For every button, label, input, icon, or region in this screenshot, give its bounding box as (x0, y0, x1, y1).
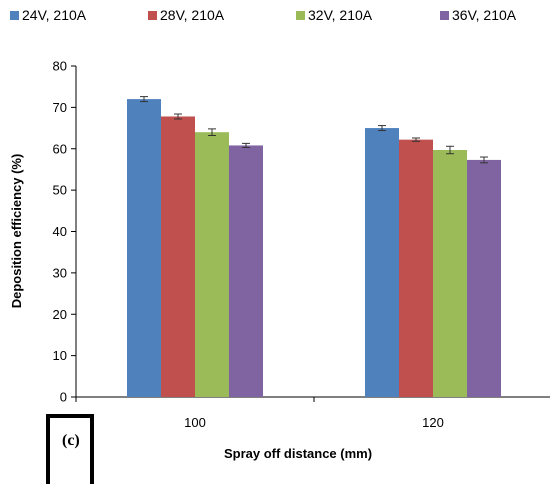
x-axis-title: Spray off distance (mm) (224, 446, 372, 461)
bars (127, 96, 501, 397)
legend-label: 32V, 210A (308, 7, 373, 23)
legend-swatch (148, 11, 157, 20)
bar-chart: 24V, 210A 28V, 210A 32V, 210A 36V, 210A 0 10… (9, 7, 550, 461)
bar (365, 128, 399, 397)
legend-swatch (296, 11, 305, 20)
bar (195, 132, 229, 397)
legend-swatch (10, 11, 19, 20)
bar (467, 159, 501, 397)
bar (161, 116, 195, 397)
bar (127, 99, 161, 397)
y-axis: 0 10 20 30 40 50 60 70 80 (53, 59, 77, 405)
y-axis-title: Deposition efficiency (%) (9, 154, 24, 309)
y-tick-label: 50 (53, 183, 67, 198)
y-tick-label: 10 (53, 348, 67, 363)
y-tick-label: 20 (53, 307, 67, 322)
panel-label: (c) (62, 432, 80, 449)
x-tick-label: 120 (422, 415, 444, 430)
panel-label-box (46, 414, 94, 484)
legend-label: 28V, 210A (160, 7, 225, 23)
bar (433, 149, 467, 397)
y-tick-label: 40 (53, 224, 67, 239)
y-tick-label: 60 (53, 141, 67, 156)
legend: 24V, 210A 28V, 210A 32V, 210A 36V, 210A (10, 7, 517, 23)
y-tick-label: 80 (53, 59, 67, 74)
y-tick-label: 0 (60, 390, 67, 405)
x-tick-label: 100 (184, 415, 206, 430)
y-tick-label: 30 (53, 265, 67, 280)
y-tick-label: 70 (53, 100, 67, 115)
x-axis: 100 120 (75, 396, 550, 430)
bar (229, 145, 263, 397)
legend-label: 24V, 210A (22, 7, 87, 23)
legend-swatch (440, 11, 449, 20)
legend-label: 36V, 210A (452, 7, 517, 23)
bar (399, 139, 433, 397)
